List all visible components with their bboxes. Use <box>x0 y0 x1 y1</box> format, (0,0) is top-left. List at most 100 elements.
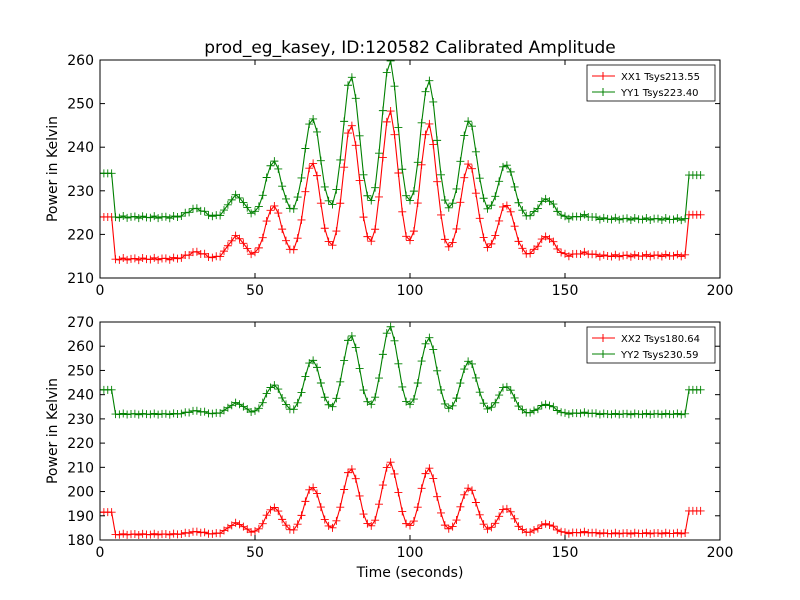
data-point-marker <box>657 529 666 538</box>
data-point-marker <box>134 410 143 419</box>
data-point-marker <box>309 114 318 123</box>
x-tick-label: 150 <box>552 545 579 561</box>
y-tick-label: 240 <box>67 140 94 156</box>
data-point-marker <box>413 379 422 388</box>
data-point-marker <box>320 182 329 191</box>
data-point-marker <box>216 252 225 261</box>
data-point-marker <box>510 393 519 402</box>
data-point-marker <box>444 524 453 533</box>
data-point-marker <box>553 525 562 534</box>
data-point-marker <box>297 511 306 520</box>
data-point-marker <box>541 400 550 409</box>
data-point-marker <box>266 161 275 170</box>
data-point-marker <box>615 529 624 538</box>
data-point-marker <box>607 529 616 538</box>
data-point-marker <box>293 520 302 529</box>
data-point-marker <box>491 231 500 240</box>
data-point-marker <box>417 484 426 493</box>
legend-swatch-marker <box>599 350 607 358</box>
data-point-marker <box>533 405 542 414</box>
data-point-marker <box>440 196 449 205</box>
data-point-marker <box>479 520 488 529</box>
data-point-marker <box>347 73 356 82</box>
data-point-marker <box>460 490 469 499</box>
data-point-marker <box>677 252 686 261</box>
data-point-marker <box>526 211 535 220</box>
data-point-marker <box>336 199 345 208</box>
data-point-marker <box>564 410 573 419</box>
data-point-marker <box>394 168 403 177</box>
data-point-marker <box>367 237 376 246</box>
data-point-marker <box>638 410 647 419</box>
data-point-marker <box>367 196 376 205</box>
data-point-marker <box>475 174 484 183</box>
data-point-marker <box>262 173 271 182</box>
data-point-marker <box>444 203 453 212</box>
data-point-marker <box>603 214 612 223</box>
data-point-marker <box>316 503 325 512</box>
data-point-marker <box>564 529 573 538</box>
data-point-marker <box>278 393 287 402</box>
data-point-marker <box>231 518 240 527</box>
y-tick-label: 220 <box>67 436 94 452</box>
data-point-marker <box>669 251 678 260</box>
data-point-marker <box>437 508 445 517</box>
data-point-marker <box>491 192 500 201</box>
data-point-marker <box>169 212 178 221</box>
data-point-marker <box>378 106 387 115</box>
data-point-marker <box>421 339 430 348</box>
series-yy1 <box>100 60 705 225</box>
data-point-marker <box>301 144 310 153</box>
data-point-marker <box>471 498 480 507</box>
data-point-marker <box>553 244 562 253</box>
data-point-marker <box>444 242 453 251</box>
data-point-marker <box>595 215 604 224</box>
data-point-marker <box>340 117 349 126</box>
data-point-marker <box>262 217 271 226</box>
data-point-marker <box>390 82 399 91</box>
data-point-marker <box>402 232 411 241</box>
data-point-marker <box>646 410 655 419</box>
data-point-marker <box>526 528 535 537</box>
data-point-marker <box>274 164 283 173</box>
data-point-marker <box>471 373 480 382</box>
y-tick-label: 260 <box>67 53 94 69</box>
x-tick-label: 100 <box>397 283 424 299</box>
data-point-marker <box>146 530 155 539</box>
data-point-marker <box>545 521 554 530</box>
data-point-marker <box>386 322 395 331</box>
data-point-marker <box>313 171 321 180</box>
data-point-marker <box>371 516 380 525</box>
data-point-marker <box>258 191 267 200</box>
data-point-marker <box>669 410 678 419</box>
data-point-marker <box>661 250 670 259</box>
data-point-marker <box>429 474 438 483</box>
data-point-marker <box>406 521 414 530</box>
data-point-marker <box>611 409 620 418</box>
data-point-marker <box>165 530 174 539</box>
data-point-marker <box>471 189 480 198</box>
data-point-marker <box>220 247 228 256</box>
data-point-marker <box>553 406 562 415</box>
data-point-marker <box>359 170 368 179</box>
data-point-marker <box>654 214 662 223</box>
data-point-marker <box>456 157 465 166</box>
data-point-marker <box>499 383 507 392</box>
data-point-marker <box>371 183 380 192</box>
data-point-marker <box>673 250 682 259</box>
data-point-marker <box>301 372 310 381</box>
data-point-marker <box>460 173 469 182</box>
data-point-marker <box>657 252 666 261</box>
data-point-marker <box>336 155 345 164</box>
data-point-marker <box>111 255 120 264</box>
data-point-marker <box>313 489 321 498</box>
data-point-marker <box>313 127 321 136</box>
data-point-marker <box>328 241 337 250</box>
data-point-marker <box>344 129 352 138</box>
data-point-marker <box>390 130 399 139</box>
x-tick-label: 100 <box>397 545 424 561</box>
data-point-marker <box>107 169 116 178</box>
data-point-marker <box>642 409 651 418</box>
data-point-marker <box>146 213 155 222</box>
